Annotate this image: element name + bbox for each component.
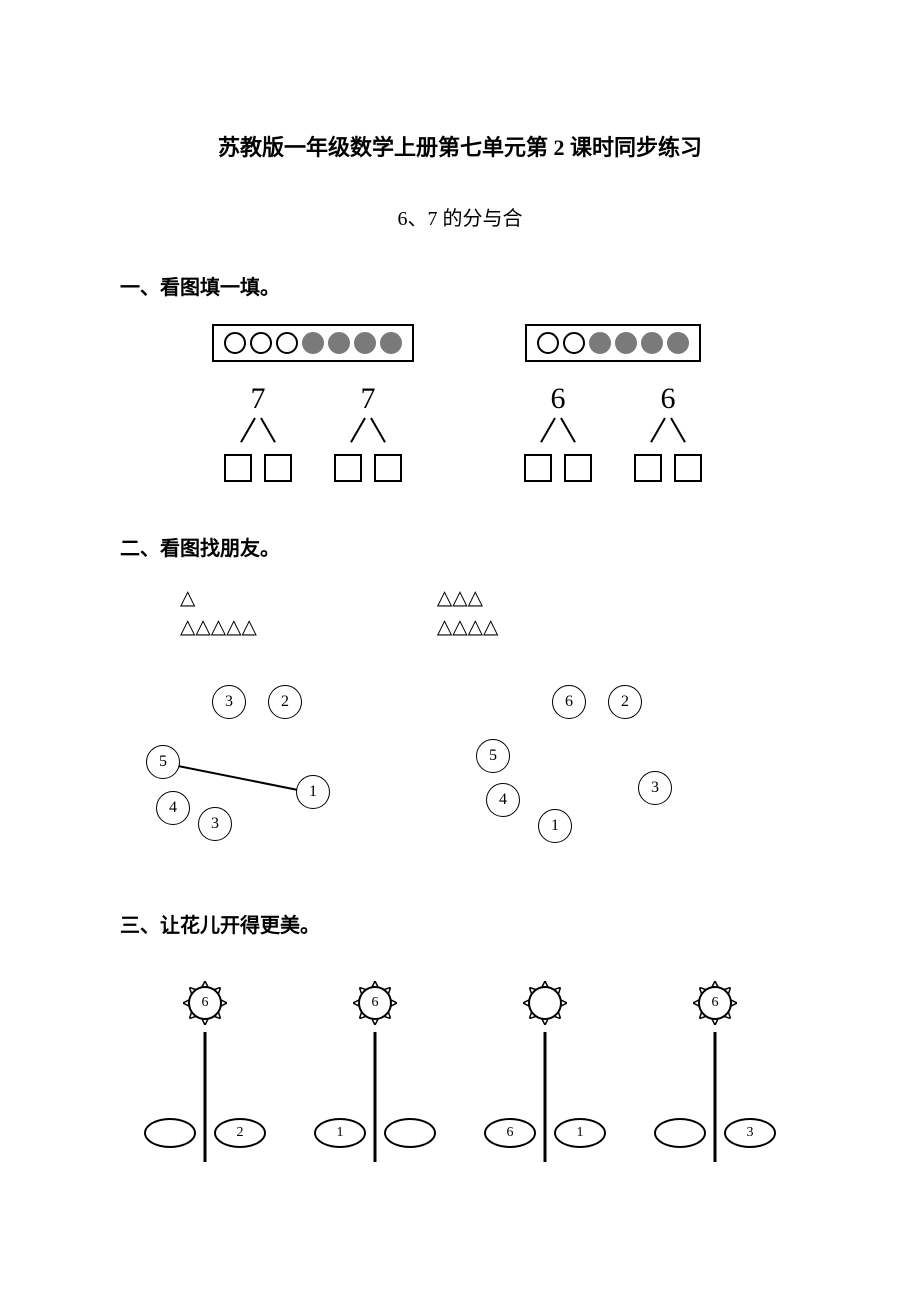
count-circle bbox=[641, 332, 663, 354]
flower-sun: 6 bbox=[340, 968, 410, 1038]
friend-diagrams-row: 543321 541623 bbox=[120, 679, 800, 849]
count-circle bbox=[615, 332, 637, 354]
friend-connection-line bbox=[163, 762, 313, 793]
friend-node: 3 bbox=[638, 771, 672, 805]
split-diagram: 7 bbox=[328, 382, 408, 482]
flower-diagram: 61 bbox=[470, 968, 620, 1168]
circle-box-right bbox=[525, 324, 701, 362]
answer-box[interactable] bbox=[334, 454, 362, 482]
answer-box[interactable] bbox=[564, 454, 592, 482]
flower-stem bbox=[714, 1032, 717, 1162]
split-diagram: 6 bbox=[518, 382, 598, 482]
count-circle bbox=[276, 332, 298, 354]
flower-stem bbox=[374, 1032, 377, 1162]
count-circle bbox=[250, 332, 272, 354]
triangle-row: △△△△ bbox=[437, 614, 499, 639]
flower-core-number: 6 bbox=[188, 986, 222, 1020]
flower-leaf-right: 3 bbox=[724, 1118, 776, 1148]
answer-box[interactable] bbox=[524, 454, 552, 482]
friend-node: 5 bbox=[146, 745, 180, 779]
count-circle bbox=[537, 332, 559, 354]
flower-sun: 6 bbox=[170, 968, 240, 1038]
section3-heading: 三、让花儿开得更美。 bbox=[120, 909, 800, 938]
flower-stem bbox=[204, 1032, 207, 1162]
split-diagram: 6 bbox=[628, 382, 708, 482]
page-subtitle: 6、7 的分与合 bbox=[120, 202, 800, 231]
flower-leaf-left: 1 bbox=[314, 1118, 366, 1148]
answer-box[interactable] bbox=[224, 454, 252, 482]
count-circle bbox=[354, 332, 376, 354]
split-top-number: 6 bbox=[661, 382, 676, 416]
flower-leaf-right: 1 bbox=[554, 1118, 606, 1148]
flower-core-number[interactable] bbox=[528, 986, 562, 1020]
flower-leaf-right: 2 bbox=[214, 1118, 266, 1148]
flower-leaf-left[interactable] bbox=[654, 1118, 706, 1148]
count-circle bbox=[302, 332, 324, 354]
page-title: 苏教版一年级数学上册第七单元第 2 课时同步练习 bbox=[120, 130, 800, 162]
flower-core-number: 6 bbox=[698, 986, 732, 1020]
flower-stem bbox=[544, 1032, 547, 1162]
count-circle bbox=[667, 332, 689, 354]
friend-node: 4 bbox=[156, 791, 190, 825]
friend-diagram-right: 5 41 62 3 bbox=[470, 679, 700, 849]
flower-diagram: 62 bbox=[130, 968, 280, 1168]
friend-node: 6 bbox=[552, 685, 586, 719]
triangle-row: △ bbox=[180, 585, 257, 610]
friend-node: 2 bbox=[608, 685, 642, 719]
flower-core-number: 6 bbox=[358, 986, 392, 1020]
friend-node: 1 bbox=[538, 809, 572, 843]
split-diagram: 7 bbox=[218, 382, 298, 482]
circle-box-left bbox=[212, 324, 414, 362]
flower-diagram: 63 bbox=[640, 968, 790, 1168]
friend-diagram-left: 543321 bbox=[140, 679, 370, 849]
split-top-number: 6 bbox=[551, 382, 566, 416]
friend-node: 4 bbox=[486, 783, 520, 817]
section1-heading: 一、看图填一填。 bbox=[120, 271, 800, 300]
count-circle bbox=[328, 332, 350, 354]
count-circle bbox=[589, 332, 611, 354]
count-circle bbox=[563, 332, 585, 354]
friend-node: 1 bbox=[296, 775, 330, 809]
answer-box[interactable] bbox=[374, 454, 402, 482]
triangle-group-left: △ △△△△△ bbox=[180, 585, 257, 639]
split-top-number: 7 bbox=[251, 382, 266, 416]
flower-leaf-left: 6 bbox=[484, 1118, 536, 1148]
flower-sun bbox=[510, 968, 580, 1038]
question1-row: 7 7 6 bbox=[120, 324, 800, 482]
friend-node: 3 bbox=[198, 807, 232, 841]
answer-box[interactable] bbox=[634, 454, 662, 482]
count-circle bbox=[380, 332, 402, 354]
answer-box[interactable] bbox=[674, 454, 702, 482]
flower-leaf-right[interactable] bbox=[384, 1118, 436, 1148]
triangle-row: △△△ bbox=[437, 585, 499, 610]
flower-sun: 6 bbox=[680, 968, 750, 1038]
flower-leaf-left[interactable] bbox=[144, 1118, 196, 1148]
split-top-number: 7 bbox=[361, 382, 376, 416]
q1-right-col: 6 6 bbox=[518, 324, 708, 482]
friend-node: 5 bbox=[476, 739, 510, 773]
triangle-row: △△△△△ bbox=[180, 614, 257, 639]
section2-heading: 二、看图找朋友。 bbox=[120, 532, 800, 561]
friend-node: 3 bbox=[212, 685, 246, 719]
triangle-group-right: △△△ △△△△ bbox=[437, 585, 499, 639]
flower-row: 62616163 bbox=[120, 968, 800, 1168]
q1-left-col: 7 7 bbox=[212, 324, 414, 482]
flower-diagram: 61 bbox=[300, 968, 450, 1168]
answer-box[interactable] bbox=[264, 454, 292, 482]
triangle-groups-row: △ △△△△△ △△△ △△△△ bbox=[120, 585, 800, 639]
count-circle bbox=[224, 332, 246, 354]
friend-node: 2 bbox=[268, 685, 302, 719]
